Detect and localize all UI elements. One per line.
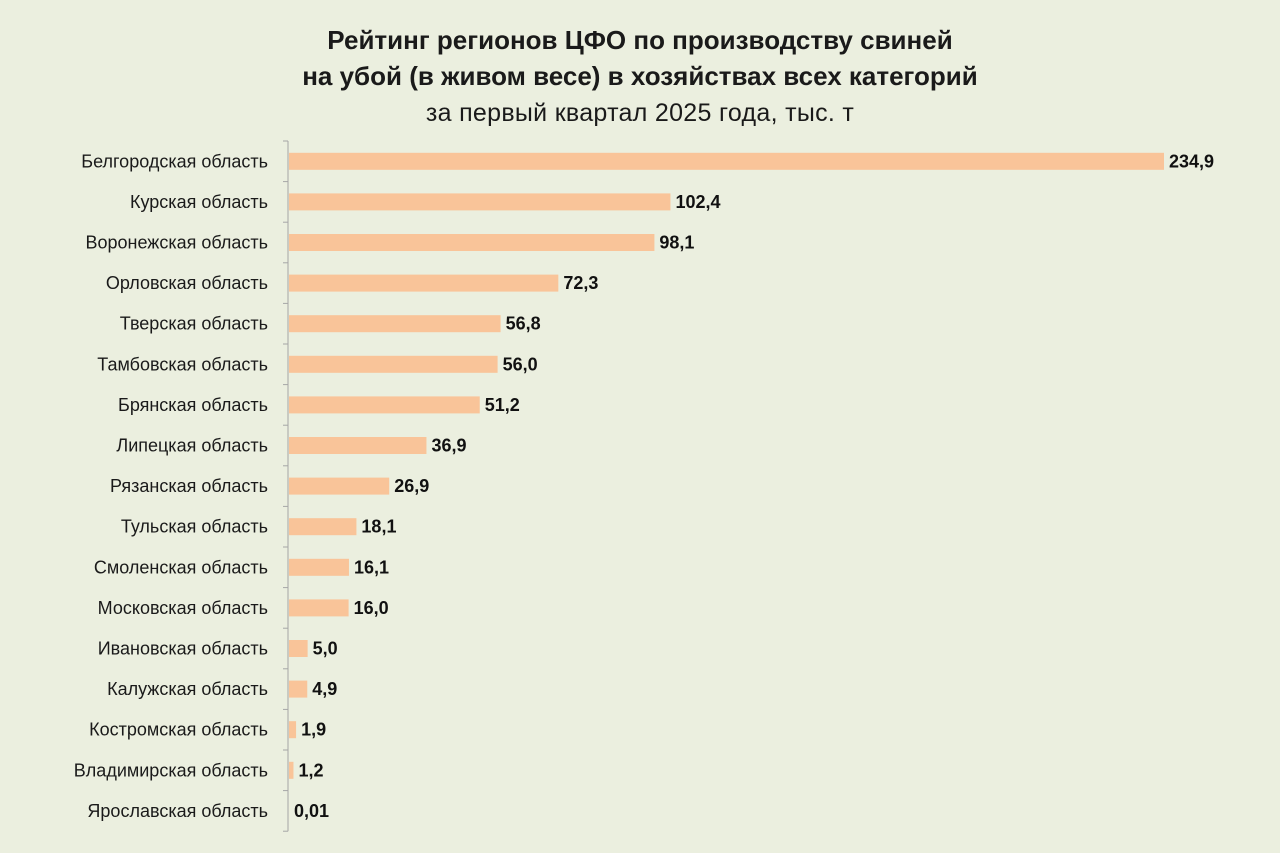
category-label: Тверская область [120, 314, 268, 334]
category-label: Тульская область [121, 517, 268, 537]
bar [289, 680, 308, 698]
category-label: Курская область [130, 192, 268, 212]
bar [289, 437, 427, 454]
data-label: 102,4 [675, 192, 720, 212]
category-label: Липецкая область [116, 436, 268, 456]
category-label: Московская область [98, 598, 268, 618]
bar [289, 640, 308, 657]
data-label: 16,1 [354, 557, 389, 577]
category-label: Ярославская область [87, 801, 268, 821]
chart-title-line-2: на убой (в живом весе) в хозяйствах всех… [302, 61, 978, 91]
data-label: 56,0 [503, 354, 538, 374]
category-label: Костромская область [89, 720, 268, 740]
category-label: Калужская область [107, 679, 268, 699]
bar [289, 193, 671, 211]
data-label: 98,1 [659, 233, 694, 253]
y-axis [283, 140, 289, 832]
chart-title-line-1: Рейтинг регионов ЦФО по производству сви… [327, 25, 953, 55]
bar [289, 315, 501, 333]
bar [289, 721, 297, 739]
category-label: Смоленская область [94, 557, 268, 577]
data-label: 51,2 [485, 395, 520, 415]
data-label: 36,9 [431, 436, 466, 456]
data-label: 72,3 [563, 273, 598, 293]
chart-title-block: Рейтинг регионов ЦФО по производству сви… [0, 22, 1280, 132]
value-labels: 234,9 102,4 98,1 72,3 56,8 56,0 51,2 36,926,9 18… [294, 151, 1214, 821]
data-label: 18,1 [361, 517, 396, 537]
category-label: Брянская область [118, 395, 268, 415]
bar [289, 558, 349, 576]
category-labels: Белгородская область Курская область Ворон… [74, 151, 268, 821]
bar [289, 355, 498, 373]
bars [289, 152, 1164, 820]
category-label: Владимирская область [74, 760, 268, 780]
bar [289, 599, 349, 617]
data-label: 5,0 [313, 639, 338, 659]
bar [289, 396, 480, 414]
category-label: Рязанская область [110, 476, 268, 496]
data-label: 56,8 [506, 314, 541, 334]
chart-subtitle: за первый квартал 2025 года, тыс. т [425, 99, 855, 127]
category-label: Орловская область [106, 273, 268, 293]
bar [289, 518, 357, 536]
data-label: 234,9 [1169, 151, 1214, 171]
category-label: Ивановская область [98, 639, 268, 659]
bar [289, 274, 559, 292]
data-label: 4,9 [312, 679, 337, 699]
data-label: 1,9 [301, 720, 326, 740]
bar [289, 152, 1164, 170]
data-label: 0,01 [294, 801, 329, 821]
bar [289, 234, 655, 251]
category-label: Воронежская область [85, 233, 268, 253]
data-label: 1,2 [298, 760, 323, 780]
bar [289, 761, 294, 779]
bar [289, 477, 390, 495]
category-label: Тамбовская область [97, 354, 268, 374]
data-label: 26,9 [394, 476, 429, 496]
category-label: Белгородская область [81, 151, 268, 171]
data-label: 16,0 [354, 598, 389, 618]
